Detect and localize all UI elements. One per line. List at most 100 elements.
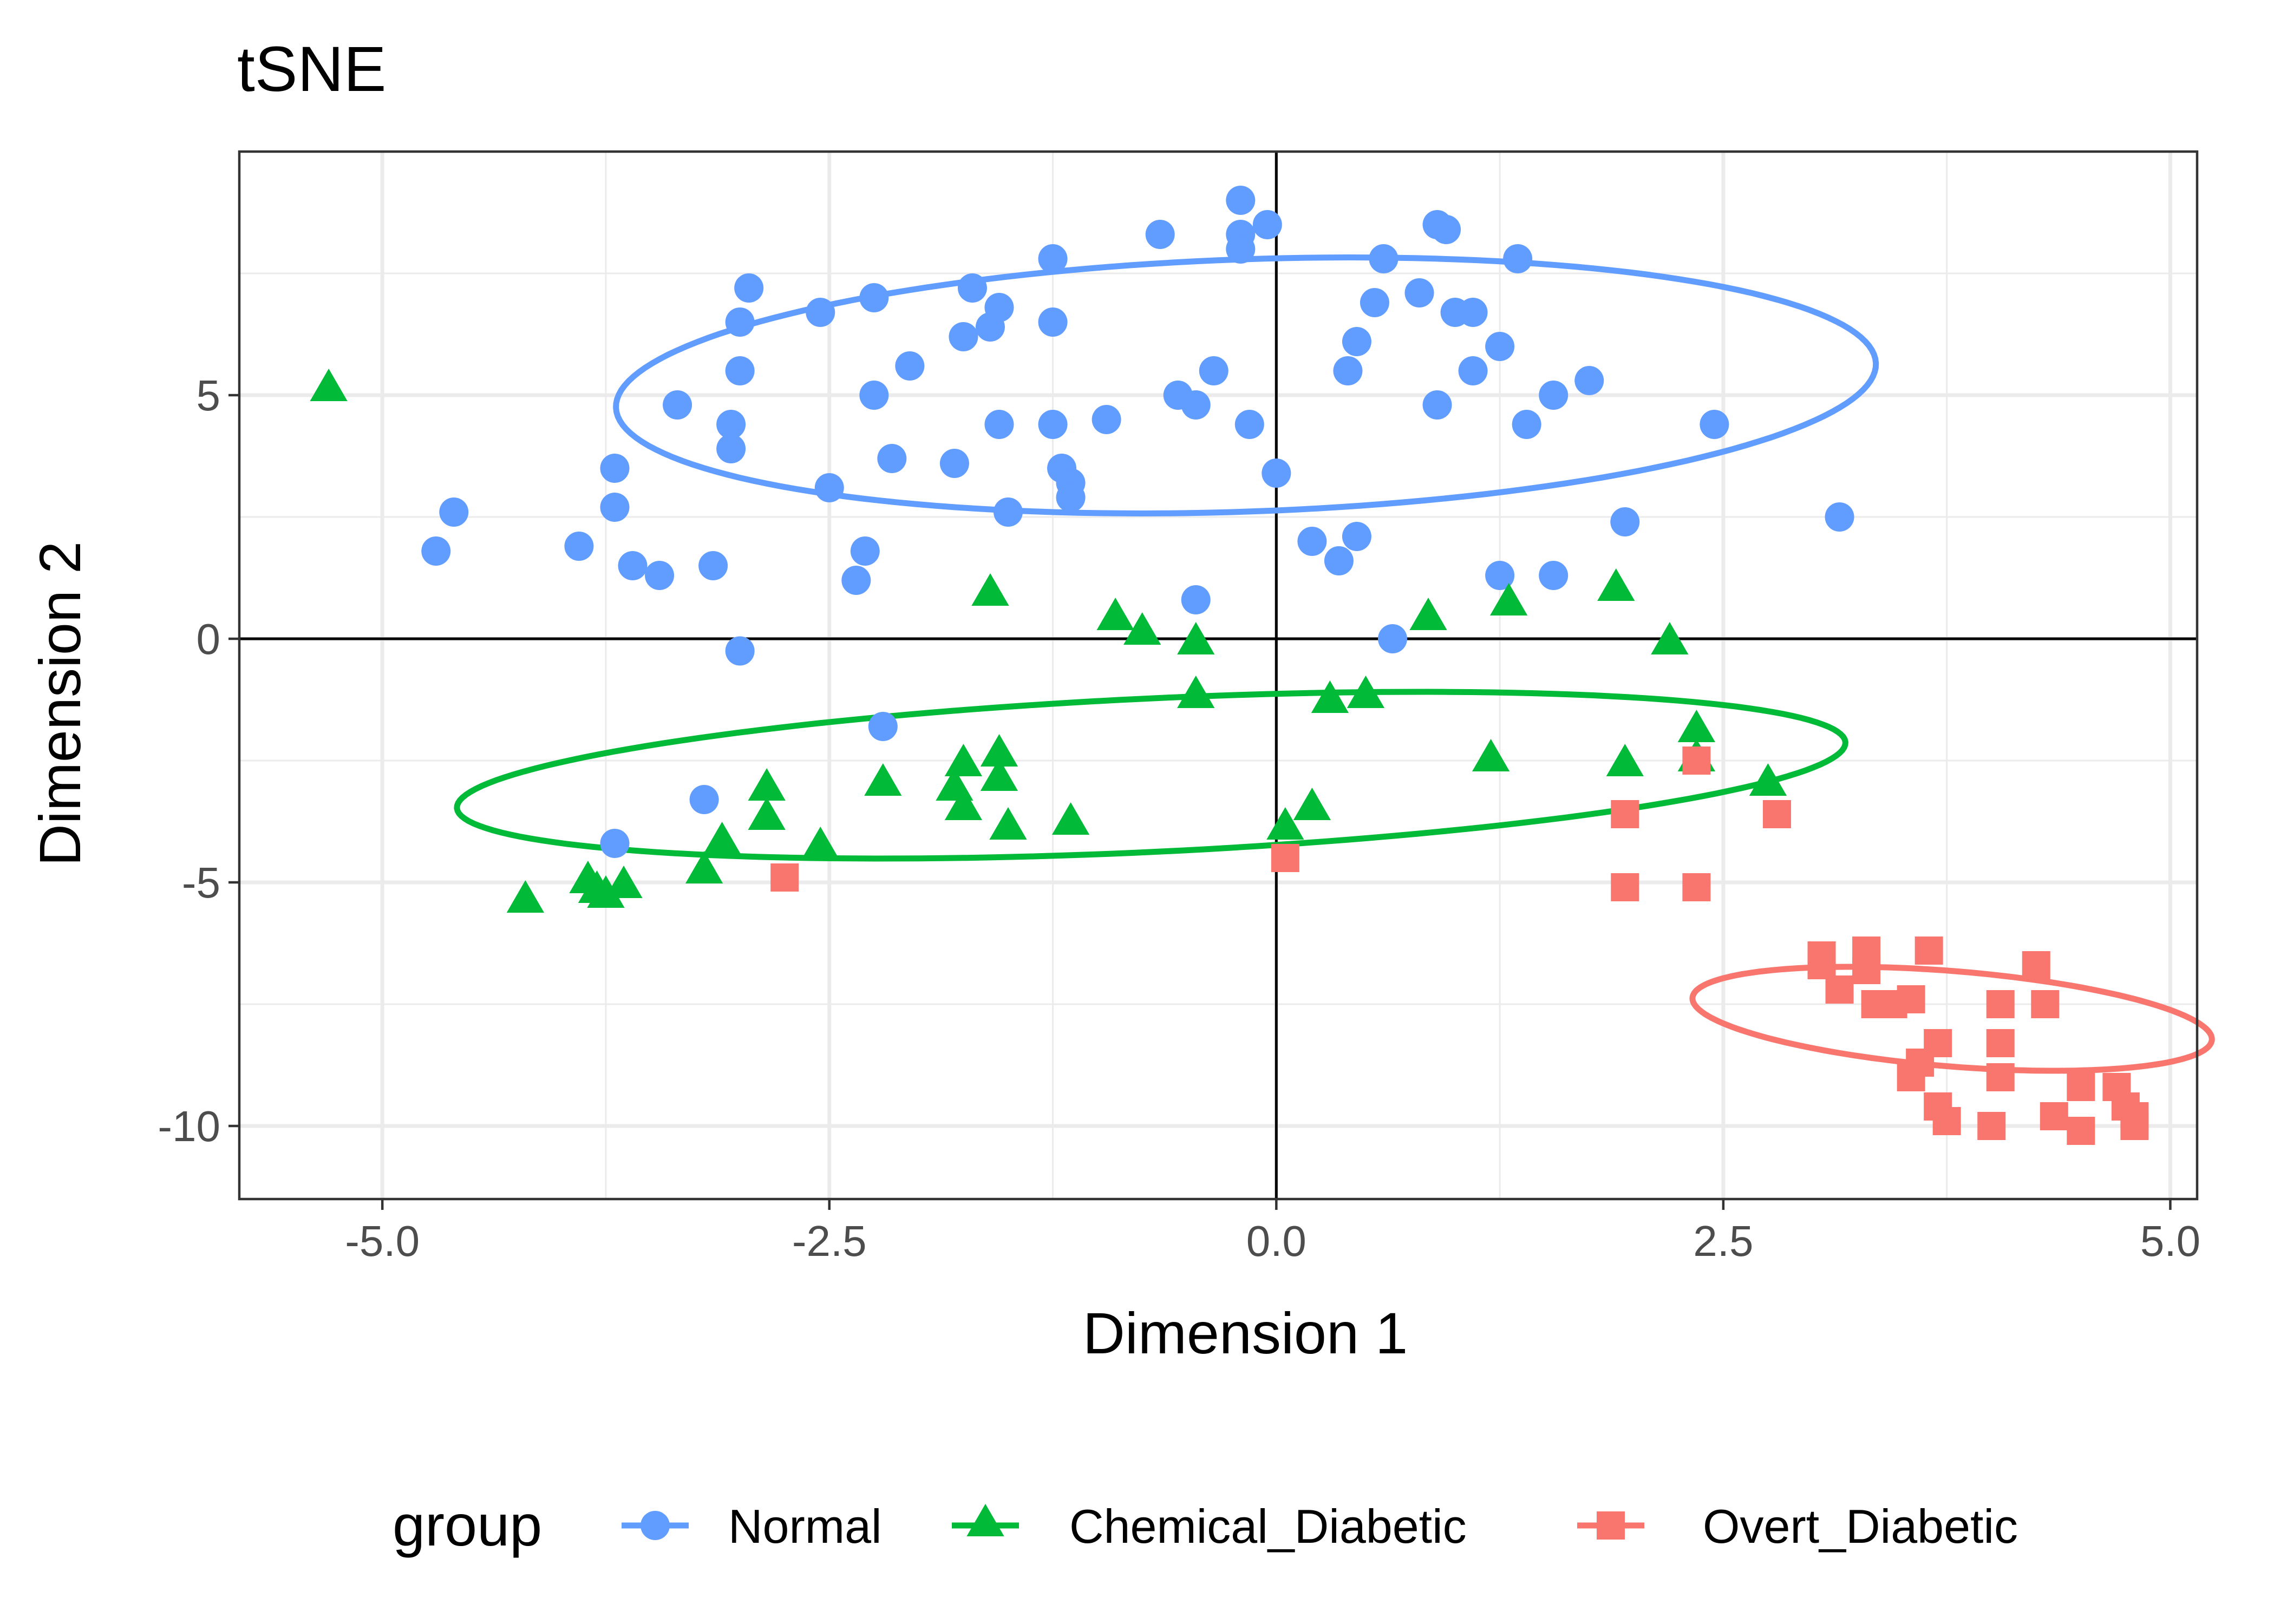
overt-diabetic-point [2040, 1102, 2068, 1130]
chemical-diabetic-point [980, 758, 1018, 791]
normal-point [1360, 288, 1389, 317]
normal-point [1181, 390, 1211, 420]
chemical-diabetic-point [1123, 612, 1161, 645]
normal-point [725, 636, 755, 666]
overt-diabetic-legend-marker [1597, 1511, 1625, 1540]
normal-point [1503, 244, 1533, 273]
normal-point [895, 351, 925, 381]
x-tick-label: 2.5 [1693, 1217, 1753, 1265]
chemical-diabetic-point [1096, 598, 1134, 630]
normal-ellipse [613, 254, 1879, 517]
y-tick-label: -10 [158, 1102, 220, 1150]
chemical-diabetic-point [1293, 788, 1331, 820]
chemical-diabetic-point [748, 768, 786, 801]
x-axis-ticks: -5.0 -2.5 0.0 2.5 5.0 [345, 1199, 2200, 1265]
normal-point [993, 497, 1023, 527]
chemical-diabetic-point [1347, 676, 1385, 708]
normal-point [1574, 366, 1604, 395]
normal-point [439, 497, 469, 527]
normal-point [1700, 410, 1729, 439]
normal-point [984, 410, 1014, 439]
chemical-diabetic-point [944, 744, 983, 776]
normal-point [1404, 278, 1434, 307]
chemical-diabetic-point [1177, 622, 1215, 654]
normal-point [689, 785, 719, 814]
overt-diabetic-legend-label: Overt_Diabetic [1703, 1499, 2018, 1553]
overt-diabetic-point [1852, 956, 1881, 984]
legend-title: group [393, 1492, 542, 1558]
y-axis-ticks: -10 -5 0 5 [158, 371, 239, 1150]
normal-point [1825, 502, 1854, 532]
chemical-diabetic-point [1266, 807, 1304, 840]
chemical-diabetic-point [1311, 680, 1349, 713]
normal-point [663, 390, 692, 420]
x-tick-label: -2.5 [792, 1217, 867, 1265]
normal-point [949, 322, 978, 351]
x-axis-label: Dimension 1 [1083, 1300, 1408, 1366]
normal-point [1369, 244, 1399, 273]
normal-point [716, 434, 746, 463]
chemical-diabetic-point [310, 369, 348, 401]
group-ellipses [454, 254, 2215, 1074]
chemical-diabetic-point [1051, 802, 1090, 835]
overt-diabetic-point [2067, 1073, 2095, 1101]
normal-point [600, 493, 630, 522]
normal-point [1324, 546, 1354, 575]
normal-point [1342, 327, 1371, 356]
normal-point [1252, 210, 1282, 239]
overt-diabetic-point [1932, 1107, 1961, 1135]
overt-diabetic-point [1807, 941, 1836, 970]
overt-diabetic-point [1611, 873, 1639, 901]
reference-lines [239, 152, 2197, 1199]
data-points [310, 186, 2149, 1145]
overt-diabetic-point [2067, 1117, 2095, 1145]
normal-point [1432, 215, 1461, 244]
normal-point [939, 449, 969, 478]
normal-point [1181, 585, 1211, 614]
normal-point [806, 298, 835, 327]
normal-point [859, 283, 889, 312]
overt-diabetic-point [1762, 800, 1791, 828]
normal-point [421, 536, 451, 566]
overt-diabetic-point [770, 863, 799, 892]
overt-diabetic-point [2022, 951, 2050, 979]
normal-point [1297, 527, 1327, 556]
chemical-diabetic-point [989, 807, 1027, 840]
normal-point [725, 307, 755, 337]
x-tick-label: 5.0 [2140, 1217, 2200, 1265]
normal-point [850, 536, 880, 566]
normal-point [1234, 410, 1264, 439]
normal-point [1422, 390, 1452, 420]
normal-point [725, 356, 755, 385]
normal-point [1226, 234, 1256, 264]
normal-point [600, 454, 630, 483]
chemical-diabetic-point [587, 875, 625, 908]
overt-diabetic-point [2031, 990, 2060, 1018]
normal-point [645, 561, 675, 590]
normal-point [1226, 186, 1256, 215]
overt-diabetic-point [1924, 1029, 1952, 1057]
normal-point [1262, 459, 1291, 488]
chemical-diabetic-point [971, 573, 1009, 606]
normal-point [1610, 507, 1640, 536]
chart-title: tSNE [237, 34, 386, 105]
normal-point [1199, 356, 1229, 385]
legend: group Normal Chemical_Diabetic Overt_Diabe… [393, 1492, 2018, 1558]
chemical-diabetic-point [1749, 763, 1787, 796]
normal-point [1092, 405, 1121, 434]
panel-border [238, 150, 2199, 1201]
overt-diabetic-point [1986, 1029, 2015, 1057]
chemical-diabetic-point [1409, 598, 1447, 630]
y-axis-label: Dimension 2 [27, 541, 93, 866]
overt-diabetic-point [1611, 800, 1639, 828]
chemical-diabetic-point [1606, 744, 1644, 776]
chemical-diabetic-point [1597, 568, 1635, 601]
normal-legend-marker [641, 1511, 670, 1540]
normal-point [1539, 381, 1569, 410]
normal-point [814, 473, 844, 502]
overt-diabetic-point [1986, 990, 2015, 1018]
chemical-diabetic-point [1489, 583, 1528, 615]
chemical-diabetic-legend-marker [966, 1504, 1004, 1536]
overt-diabetic-point [1825, 975, 1854, 1004]
